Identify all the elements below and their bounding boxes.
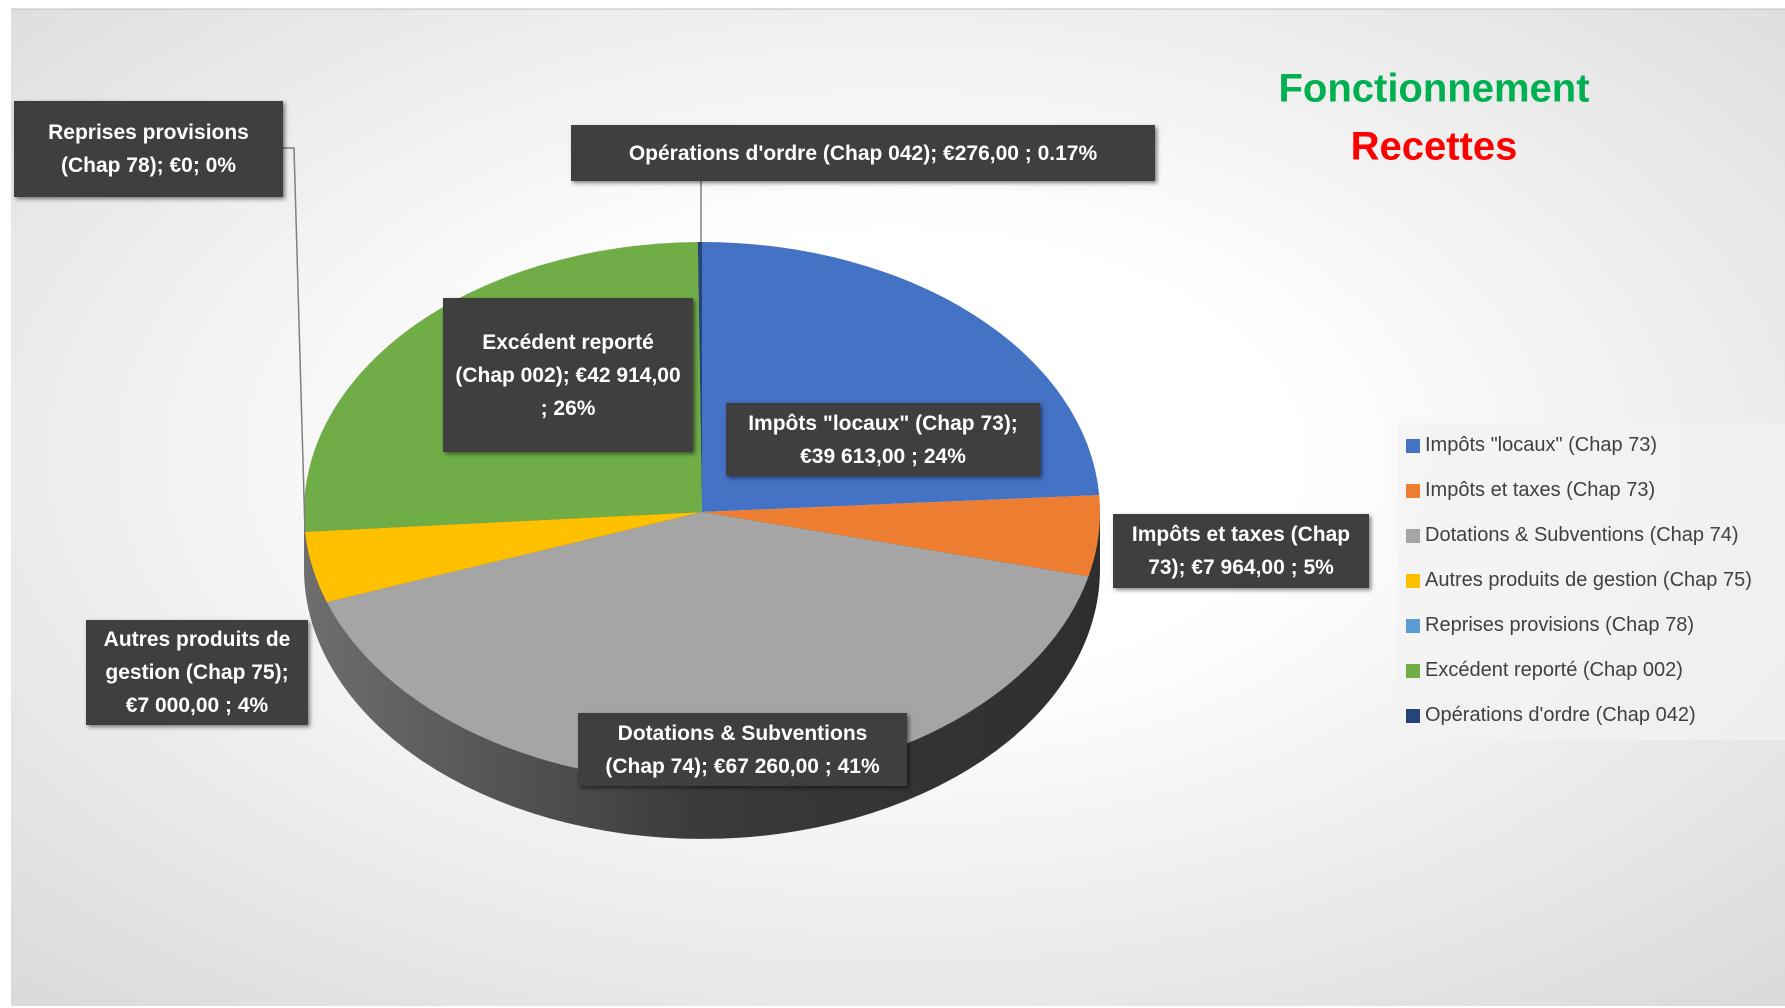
- data-label: Impôts "locaux" (Chap 73); €39 613,00 ; …: [726, 403, 1040, 476]
- data-label: Excédent reporté (Chap 002); €42 914,00 …: [443, 298, 693, 452]
- data-label: Opérations d'ordre (Chap 042); €276,00 ;…: [571, 125, 1155, 181]
- pie-slice: [305, 512, 702, 603]
- legend-swatch: [1406, 664, 1420, 678]
- legend-label: Autres produits de gestion (Chap 75): [1425, 569, 1752, 591]
- legend-swatch: [1406, 529, 1420, 543]
- chart-title: Fonctionnement: [1278, 67, 1589, 111]
- leader-line: [283, 147, 306, 533]
- legend-label: Reprises provisions (Chap 78): [1425, 614, 1695, 636]
- data-label: Autres produits de gestion (Chap 75); €7…: [86, 620, 308, 725]
- legend-swatch: [1406, 484, 1420, 498]
- legend-label: Excédent reporté (Chap 002): [1425, 659, 1683, 681]
- legend-swatch: [1406, 439, 1420, 453]
- pie-slice: [702, 495, 1100, 577]
- legend-label: Opérations d'ordre (Chap 042): [1425, 704, 1696, 726]
- legend-label: Impôts et taxes (Chap 73): [1425, 479, 1656, 501]
- data-label: Reprises provisions (Chap 78); €0; 0%: [14, 101, 283, 197]
- pie-slice: [697, 242, 702, 512]
- data-label: Dotations & Subventions (Chap 74); €67 2…: [578, 713, 907, 786]
- data-label: Impôts et taxes (Chap 73); €7 964,00 ; 5…: [1113, 514, 1369, 588]
- legend-label: Impôts "locaux" (Chap 73): [1425, 434, 1658, 456]
- chart-subtitle: Recettes: [1351, 125, 1518, 169]
- legend-swatch: [1406, 619, 1420, 633]
- legend-swatch: [1406, 574, 1420, 588]
- legend-box: [1397, 423, 1785, 740]
- legend-swatch: [1406, 709, 1420, 723]
- legend-label: Dotations & Subventions (Chap 74): [1425, 524, 1739, 546]
